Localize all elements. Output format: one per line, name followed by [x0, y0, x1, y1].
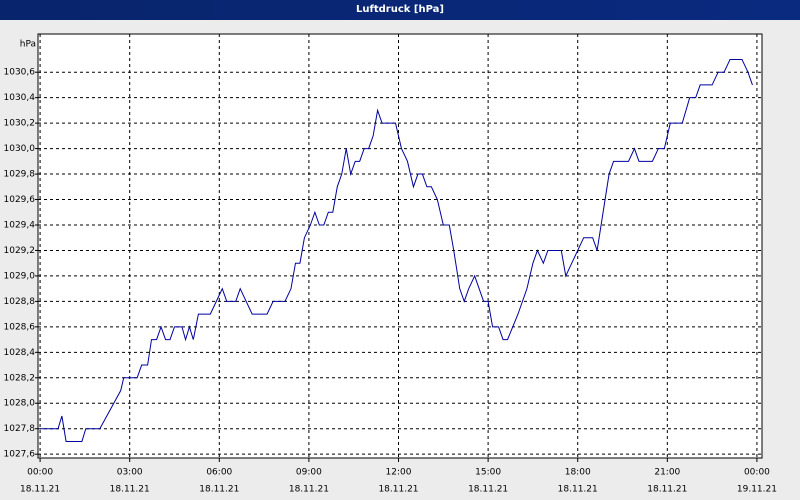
y-tick-label: 1029,0	[4, 271, 36, 281]
y-tick-label: 1028,0	[4, 399, 36, 409]
y-tick-label: 1029,2	[4, 246, 36, 256]
x-tick-label: 12:00	[386, 468, 412, 478]
x-tick-label: 06:00	[206, 468, 232, 478]
y-tick-label: 1030,2	[4, 119, 36, 129]
x-tick-label: 15:00	[475, 468, 501, 478]
y-tick-label: 1029,4	[4, 220, 36, 230]
x-tick-date: 19.11.21	[737, 485, 777, 495]
x-tick-label: 21:00	[654, 468, 680, 478]
x-tick-date: 18.11.21	[558, 485, 598, 495]
y-tick-label: 1029,6	[4, 195, 36, 205]
chart: hPa 1027,6 1027,8 1028,0 1028,2 1028,4 1028,6…	[4, 33, 777, 495]
x-tick-date: 18.11.21	[289, 485, 329, 495]
title-bar: Luftdruck [hPa]	[0, 0, 800, 20]
y-tick-label: 1028,8	[4, 297, 36, 307]
x-tick-label: 03:00	[117, 468, 143, 478]
x-tick-date: 18.11.21	[20, 485, 60, 495]
y-tick-label: 1027,6	[4, 450, 36, 460]
x-tick-date: 18.11.21	[378, 485, 418, 495]
y-tick-label: 1030,6	[4, 68, 36, 78]
plot-area	[37, 33, 763, 459]
x-tick-label: 00:00	[27, 468, 53, 478]
y-tick-label: 1030,4	[4, 93, 36, 103]
x-tick-label: 18:00	[565, 468, 591, 478]
x-tick-date: 18.11.21	[110, 485, 150, 495]
x-tick-date: 18.11.21	[199, 485, 239, 495]
y-tick-label: 1029,8	[4, 170, 36, 180]
data-line	[40, 58, 753, 442]
x-tick-date: 18.11.21	[468, 485, 508, 495]
y-tick-label: 1028,4	[4, 348, 36, 358]
y-axis-label: hPa	[20, 40, 36, 50]
y-tick-label: 1028,2	[4, 373, 36, 383]
x-tick-label: 09:00	[296, 468, 322, 478]
y-tick-label: 1030,0	[4, 144, 36, 154]
y-tick-label: 1027,8	[4, 424, 36, 434]
x-tick-label: 00:00	[744, 468, 770, 478]
y-tick-label: 1028,6	[4, 322, 36, 332]
x-tick-date: 18.11.21	[647, 485, 687, 495]
